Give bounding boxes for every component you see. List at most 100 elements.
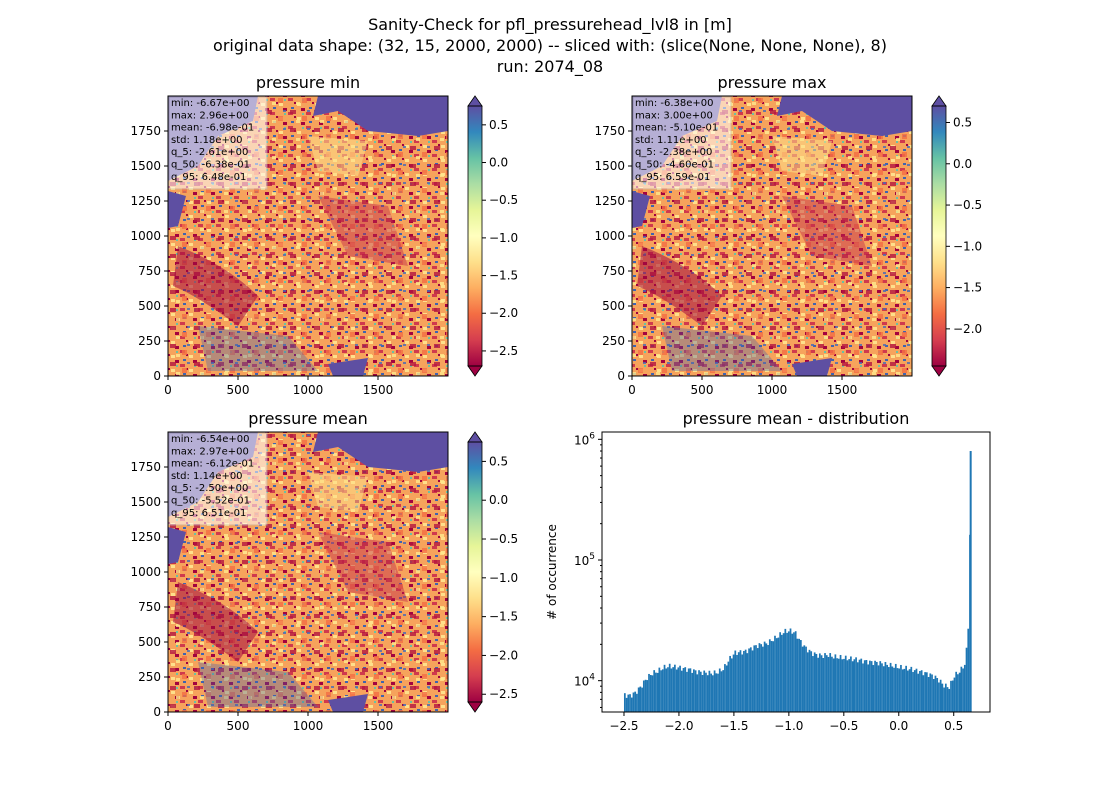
histogram-bar xyxy=(841,659,844,712)
histogram-bar xyxy=(760,644,763,712)
y-tick-label: 0 xyxy=(153,369,161,383)
histogram-bar xyxy=(687,668,690,712)
histogram-bar xyxy=(777,637,780,712)
x-tick-label: 1000 xyxy=(293,383,324,397)
histogram-bar xyxy=(782,633,785,712)
y-tick-label: 1250 xyxy=(130,530,161,544)
histogram-bar xyxy=(715,673,718,712)
histogram-bar xyxy=(941,683,944,712)
terrain-region xyxy=(308,472,368,512)
panel-title: pressure min xyxy=(256,73,360,92)
histogram-bar xyxy=(739,650,742,712)
histogram-bar xyxy=(829,653,832,712)
histogram-bar xyxy=(870,661,873,712)
stats-line: q_50: -6.38e-01 xyxy=(171,160,250,171)
histogram-bar xyxy=(668,663,671,712)
histogram-bar xyxy=(860,658,863,712)
stats-line: max: 3.00e+00 xyxy=(635,110,713,121)
stats-line: max: 2.97e+00 xyxy=(171,446,249,457)
stats-box-background xyxy=(168,96,268,190)
heatmap-image xyxy=(168,432,448,712)
stats-line: min: -6.38e+00 xyxy=(635,98,714,109)
colorbar-extend-top xyxy=(931,95,947,107)
histogram-bar xyxy=(693,669,695,712)
histogram-bar xyxy=(834,654,837,712)
colorbar-tick-label: −0.5 xyxy=(489,532,518,546)
histogram-bar xyxy=(689,668,692,712)
histogram-bar xyxy=(850,656,852,712)
stats-line: q_95: 6.51e-01 xyxy=(171,508,246,519)
histogram-bar xyxy=(969,451,972,712)
x-tick-label: 1000 xyxy=(293,719,324,733)
histogram-bar xyxy=(684,667,687,712)
colorbar-tick-label: 0.5 xyxy=(953,116,972,130)
histogram-bar xyxy=(630,697,633,712)
histogram-bar xyxy=(649,674,652,712)
histogram-bar xyxy=(905,665,907,712)
histogram-bar xyxy=(646,680,649,712)
histogram-bar xyxy=(636,693,638,712)
histogram-bar xyxy=(825,655,828,712)
panel-title: pressure mean xyxy=(248,409,368,428)
histogram-bar xyxy=(910,666,913,712)
histogram-bar xyxy=(725,665,728,712)
colorbar-tick-label: −1.0 xyxy=(489,231,518,245)
histogram-bar xyxy=(846,660,849,712)
histogram-bar xyxy=(896,668,899,712)
histogram-bar xyxy=(775,638,778,712)
histogram-bar xyxy=(679,665,681,712)
figure-title-line1: Sanity-Check for pfl_pressurehead_lvl8 i… xyxy=(368,15,732,34)
y-tick-label: 1750 xyxy=(594,124,625,138)
histogram-bar xyxy=(822,658,825,712)
histogram-bar xyxy=(713,670,716,712)
histogram-bar xyxy=(874,660,876,712)
x-tick-label: 1000 xyxy=(757,383,788,397)
terrain-region xyxy=(662,326,782,371)
histogram-bar xyxy=(832,658,835,712)
histogram-bar xyxy=(718,668,721,712)
histogram-bar xyxy=(625,697,628,712)
histogram-bar xyxy=(943,687,945,712)
y-tick-label: 0 xyxy=(153,705,161,719)
histogram-bar xyxy=(787,631,790,712)
histogram-bar xyxy=(950,680,952,712)
stats-line: q_5: -2.61e+00 xyxy=(171,147,248,158)
water-region xyxy=(168,527,186,564)
stats-line: std: 1.11e+00 xyxy=(635,135,707,146)
histogram-bar xyxy=(660,670,662,712)
histogram-bar xyxy=(708,670,711,712)
histogram-bar xyxy=(818,653,821,712)
histogram-bar xyxy=(946,687,949,712)
histogram-bar xyxy=(632,692,635,712)
y-tick-label: 750 xyxy=(138,600,161,614)
histogram-bar xyxy=(663,664,666,712)
x-tick-label: 500 xyxy=(227,383,250,397)
terrain-region xyxy=(637,246,722,326)
histogram-bar xyxy=(900,664,902,712)
histogram-bar xyxy=(765,643,768,712)
water-region xyxy=(168,191,186,228)
terrain-region xyxy=(173,246,258,326)
histogram-bar xyxy=(648,673,650,712)
histogram-bar xyxy=(749,647,752,712)
histogram-bar xyxy=(922,675,925,712)
y-tick-label: 750 xyxy=(602,264,625,278)
colorbar-tick-label: −0.5 xyxy=(953,198,982,212)
histogram-bar xyxy=(893,667,895,712)
colorbar-tick-label: −1.5 xyxy=(953,281,982,295)
histogram-bar xyxy=(651,675,654,712)
histogram-bar xyxy=(891,666,894,712)
water-region xyxy=(168,432,448,472)
y-tick-label: 1000 xyxy=(130,565,161,579)
y-tick-label: 500 xyxy=(602,299,625,313)
colorbar-gradient xyxy=(468,106,482,366)
histogram-bar xyxy=(732,654,735,712)
colorbar-frame xyxy=(467,441,483,703)
colorbar-tick-label: 0.0 xyxy=(489,493,508,507)
histogram-bar xyxy=(767,645,769,712)
colorbar-tick-label: −2.5 xyxy=(489,687,518,701)
histogram-bar xyxy=(912,672,914,712)
water-region xyxy=(792,358,832,376)
stats-line: q_95: 6.59e-01 xyxy=(635,172,710,183)
